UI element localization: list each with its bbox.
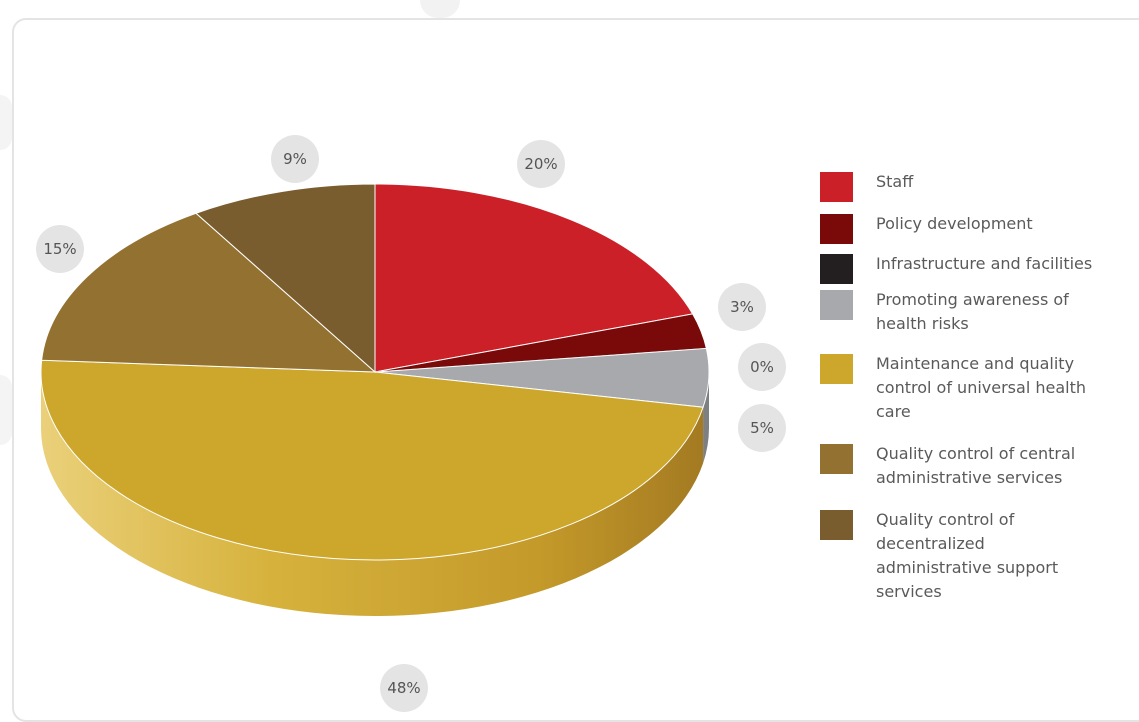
value-label-6: 9% — [283, 150, 307, 168]
value-label-3: 5% — [750, 419, 774, 437]
pie-slices — [40, 183, 710, 617]
value-label-bubble-5 — [36, 225, 84, 273]
frame-tab-decoration — [420, 0, 460, 18]
pie-side-3 — [703, 372, 709, 464]
frame-side-decoration — [0, 95, 12, 150]
pie-slice-6[interactable] — [195, 183, 376, 374]
legend-label: Quality control of decentralized adminis… — [876, 510, 1059, 601]
legend-label: Staff — [876, 172, 914, 191]
legend-item-3: Promoting awareness of health risks — [820, 288, 1130, 336]
legend-item-1: Policy development — [820, 212, 1130, 244]
frame-side-decoration-lower — [0, 375, 12, 445]
legend-swatch — [820, 214, 853, 244]
pie-value-labels: 20% 3% 0% 5% 48% 15% 9% — [36, 135, 786, 712]
pie-slice-4[interactable] — [40, 359, 704, 561]
value-label-bubble-2 — [738, 343, 786, 391]
pie-slice-0[interactable] — [374, 183, 694, 373]
value-label-0: 20% — [524, 155, 557, 173]
value-label-bubble-4 — [380, 664, 428, 712]
value-label-2: 0% — [750, 358, 774, 376]
pie-side-4 — [41, 372, 704, 617]
legend-label: Infrastructure and facilities — [876, 254, 1093, 273]
legend-label: Promoting awareness of health risks — [876, 290, 1069, 333]
value-label-4: 48% — [387, 679, 420, 697]
value-label-bubble-6 — [271, 135, 319, 183]
legend-item-4: Maintenance and quality control of unive… — [820, 352, 1130, 424]
value-label-bubble-0 — [517, 140, 565, 188]
legend-swatch — [820, 290, 853, 320]
legend-item-6: Quality control of decentralized adminis… — [820, 508, 1130, 604]
legend-label: Policy development — [876, 214, 1033, 233]
legend-swatch — [820, 354, 853, 384]
legend-swatch — [820, 172, 853, 202]
legend-swatch — [820, 254, 853, 284]
chart-legend: Staff Policy development Infrastructure an… — [820, 170, 1130, 604]
value-label-1: 3% — [730, 298, 754, 316]
value-label-bubble-3 — [738, 404, 786, 452]
legend-item-5: Quality control of central administrativ… — [820, 442, 1130, 490]
legend-label: Quality control of central administrativ… — [876, 444, 1076, 487]
pie-slice-5[interactable] — [41, 212, 377, 373]
value-label-bubble-1 — [718, 283, 766, 331]
legend-label: Maintenance and quality control of unive… — [876, 354, 1086, 421]
legend-item-0: Staff — [820, 170, 1130, 202]
legend-item-2: Infrastructure and facilities — [820, 252, 1130, 284]
value-label-5: 15% — [43, 240, 76, 258]
legend-swatch — [820, 444, 853, 474]
legend-swatch — [820, 510, 853, 540]
